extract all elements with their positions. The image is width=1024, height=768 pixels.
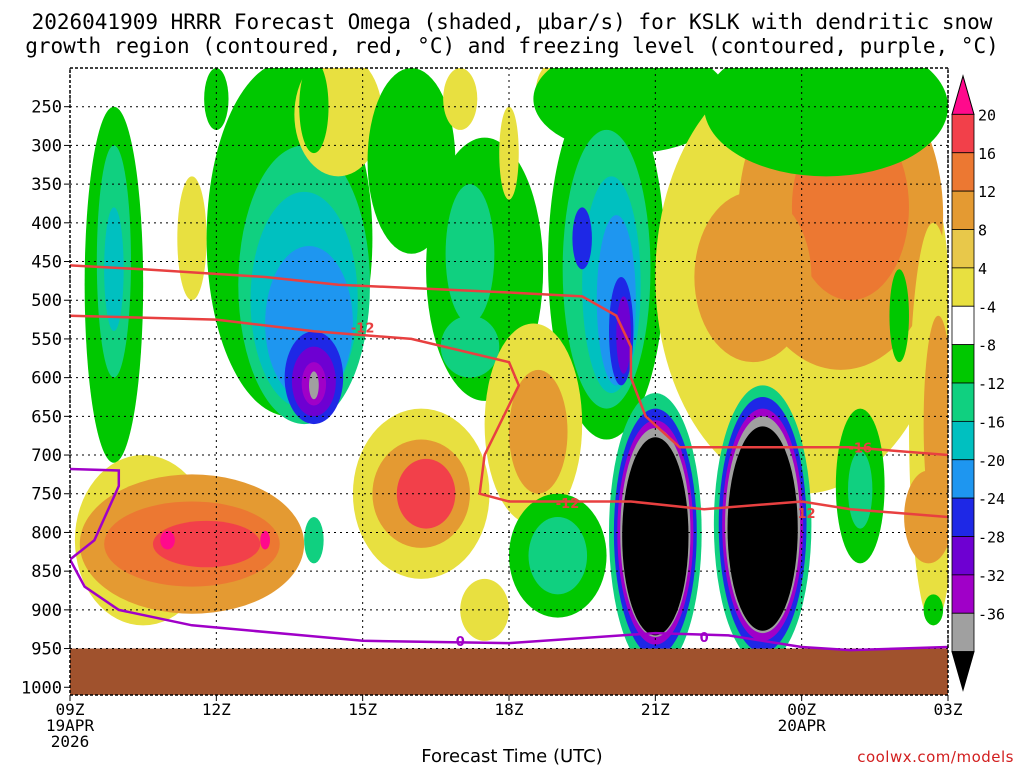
omega-region-29 (572, 207, 592, 270)
omega-region-66 (923, 594, 944, 626)
colorbar-seg-6 (951, 305, 975, 346)
x-tick-label-09Z: 09Z (56, 700, 85, 719)
colorbar-seg-15 (951, 651, 975, 692)
y-tick-label-550: 550 (31, 330, 62, 350)
colorbar-label-8: 8 (978, 222, 987, 240)
contour-label-dgz-upper: -12 (351, 321, 375, 336)
y-tick-label-650: 650 (31, 407, 62, 427)
colorbar-label--8: -8 (978, 337, 996, 355)
chart-title-line2: growth region (contoured, red, °C) and f… (25, 34, 999, 58)
colorbar-seg-2 (951, 152, 975, 192)
colorbar-seg-7 (951, 344, 975, 384)
colorbar-label--16: -16 (978, 413, 1005, 431)
contour-label-freezing-level-b: 0 (700, 631, 709, 646)
colorbar-label--24: -24 (978, 490, 1005, 508)
colorbar-label--4: -4 (978, 298, 996, 316)
contour-dgz-mid (70, 314, 948, 519)
y-tick-label-950: 950 (31, 640, 62, 660)
chart-title-line1: 2026041909 HRRR Forecast Omega (shaded, … (31, 10, 993, 34)
y-tick-label-800: 800 (31, 523, 62, 543)
contour-freezing-level (70, 467, 948, 652)
omega-region-40 (260, 530, 270, 550)
omega-region-43 (396, 458, 456, 529)
y-tick-label-500: 500 (31, 291, 62, 311)
x-tick-label-03Z: 03Z (934, 700, 963, 719)
y-tick-label-700: 700 (31, 446, 62, 466)
omega-region-14 (299, 68, 329, 154)
contour-dgz-upper (70, 264, 948, 457)
omega-region-17 (445, 184, 495, 324)
omega-region-18 (440, 315, 500, 378)
omega-region-65 (904, 470, 948, 564)
plot-frame (69, 67, 949, 696)
omega-region-28 (616, 296, 631, 374)
x-tick-year-09Z: 2026 (51, 732, 90, 751)
omega-region-64 (889, 269, 909, 363)
x-axis-label: Forecast Time (UTC) (421, 746, 603, 767)
colorbar-seg-3 (951, 190, 975, 230)
x-tick-label-00Z: 00Z (787, 700, 816, 719)
x-tick-date-09Z: 19APR (46, 716, 95, 735)
colorbar-seg-4 (951, 229, 975, 269)
omega-region-61 (848, 451, 873, 529)
omega-region-47 (509, 369, 568, 494)
y-tick-label-1000: 1000 (21, 678, 62, 698)
colorbar-seg-13 (951, 574, 975, 614)
omega-region-19 (443, 68, 478, 130)
y-tick-label-300: 300 (31, 136, 62, 156)
x-tick-label-12Z: 12Z (202, 700, 231, 719)
contour-label-dgz-lower: -12 (556, 497, 580, 512)
colorbar-seg-12 (951, 536, 975, 576)
colorbar-label-20: 20 (978, 106, 996, 124)
x-tick-label-21Z: 21Z (641, 700, 670, 719)
y-tick-label-850: 850 (31, 562, 62, 582)
omega-region-39 (160, 530, 175, 550)
colorbar-label--20: -20 (978, 452, 1005, 470)
ground-fill (70, 648, 948, 695)
colorbar-seg-10 (951, 459, 975, 499)
omega-region-44 (304, 516, 324, 564)
grid-lines (69, 68, 949, 650)
credit-link[interactable]: coolwx.com/models (857, 748, 1014, 766)
colorbar-label--28: -28 (978, 529, 1005, 547)
omega-region-11 (309, 371, 319, 400)
colorbar-seg-14 (951, 612, 975, 653)
y-tick-label-900: 900 (31, 601, 62, 621)
colorbar-seg-5 (951, 267, 975, 307)
x-tick-label-18Z: 18Z (495, 700, 524, 719)
omega-region-49 (528, 516, 588, 595)
contour-label-freezing-level: 0 (456, 635, 465, 650)
y-tick-label-600: 600 (31, 369, 62, 389)
y-tick-label-350: 350 (31, 175, 62, 195)
x-tick-date-00Z: 20APR (778, 716, 827, 735)
contour-label-dgz-mid: -16 (848, 441, 872, 456)
omega-region-33 (694, 191, 812, 363)
contours (70, 264, 948, 652)
omega-region-59 (727, 426, 798, 631)
colorbar-label--12: -12 (978, 375, 1005, 393)
omega-region-34 (704, 68, 948, 177)
colorbar-seg-9 (951, 420, 975, 461)
contour-label-dgz-12b: 12 (797, 507, 815, 522)
colorbar-seg-1 (951, 113, 975, 154)
omega-shading (74, 68, 948, 672)
colorbar-label--36: -36 (978, 605, 1005, 623)
colorbar-seg-8 (951, 382, 975, 422)
colorbar-label-16: 16 (978, 145, 996, 163)
colorbar-label-4: 4 (978, 260, 987, 278)
y-tick-label-250: 250 (31, 98, 62, 118)
colorbar-label--32: -32 (978, 567, 1005, 585)
omega-region-3 (177, 176, 207, 301)
y-tick-label-450: 450 (31, 253, 62, 273)
x-tick-label-15Z: 15Z (348, 700, 377, 719)
colorbar-seg-11 (951, 497, 975, 537)
y-tick-label-750: 750 (31, 485, 62, 505)
colorbar-label-12: 12 (978, 183, 996, 201)
y-tick-label-400: 400 (31, 214, 62, 234)
colorbar-seg-0 (951, 74, 975, 115)
